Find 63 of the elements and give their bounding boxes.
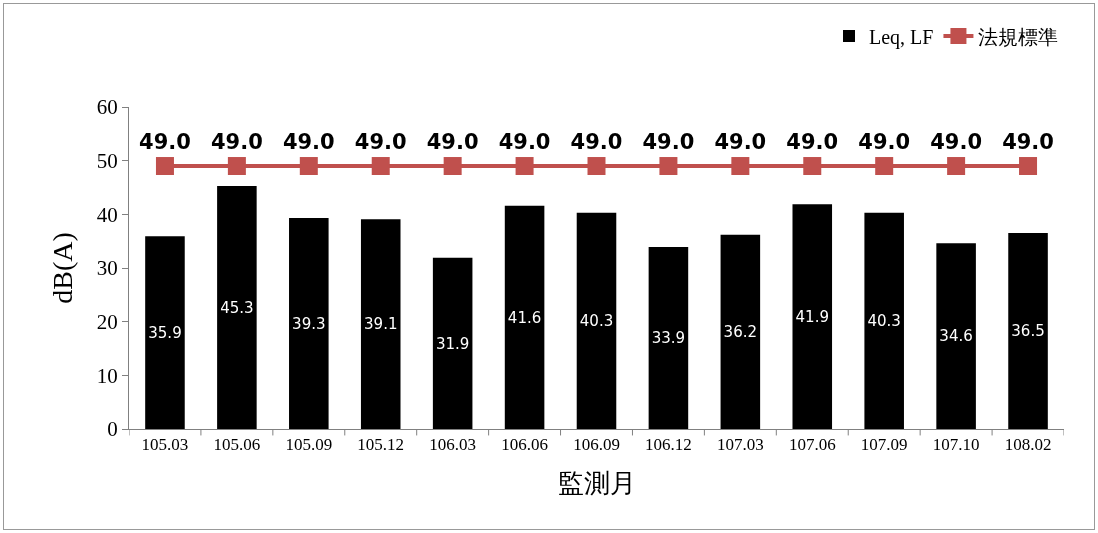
bar xyxy=(1008,233,1048,429)
data-label: 49.0 xyxy=(1002,129,1054,154)
data-label: 49.0 xyxy=(858,129,911,154)
y-tick-label: 50 xyxy=(96,149,118,174)
data-label: 41.9 xyxy=(795,307,830,326)
data-label: 36.2 xyxy=(723,323,758,342)
bar xyxy=(720,234,761,429)
x-tick-label: 106.09 xyxy=(573,435,620,455)
x-tick-label: 107.06 xyxy=(788,435,836,455)
data-label: 31.9 xyxy=(435,334,470,353)
bar xyxy=(936,243,976,429)
x-tick-label: 108.02 xyxy=(1004,435,1052,455)
data-label: 39.1 xyxy=(363,315,398,334)
bar xyxy=(576,212,617,429)
bar xyxy=(432,257,473,429)
bar xyxy=(289,218,329,429)
bar xyxy=(145,236,185,429)
data-label: 49.0 xyxy=(426,129,479,154)
x-tick-label: 106.12 xyxy=(645,435,692,455)
y-tick-label: 60 xyxy=(96,95,118,120)
data-label: 49.0 xyxy=(354,129,407,154)
x-tick-label: 105.06 xyxy=(213,435,261,455)
bar xyxy=(648,247,689,429)
data-label: 49.0 xyxy=(139,129,191,154)
legend-label: 法規標準 xyxy=(978,25,1059,48)
bar xyxy=(864,212,904,429)
data-label: 45.3 xyxy=(220,298,254,317)
y-tick-label: 40 xyxy=(96,202,118,227)
bar xyxy=(360,219,401,429)
bar xyxy=(217,185,257,429)
data-label: 41.6 xyxy=(507,308,542,327)
data-label: 49.0 xyxy=(642,129,695,154)
y-tick-label: 20 xyxy=(96,310,118,335)
data-label: 49.0 xyxy=(930,129,983,154)
data-label: 49.0 xyxy=(498,129,551,154)
data-label: 36.5 xyxy=(1011,322,1045,341)
x-tick-label: 107.10 xyxy=(932,435,980,455)
data-label: 49.0 xyxy=(210,129,263,154)
data-label: 34.6 xyxy=(939,327,973,346)
y-axis-title: dB(A) xyxy=(47,232,79,304)
y-tick-label: 0 xyxy=(107,417,118,442)
data-label: 39.3 xyxy=(292,314,326,333)
data-label: 33.9 xyxy=(651,329,686,348)
y-tick-label: 30 xyxy=(96,256,118,281)
y-tick-label: 10 xyxy=(96,363,118,388)
x-tick-label: 107.03 xyxy=(716,435,764,455)
bar xyxy=(792,204,833,429)
x-tick-label: 105.03 xyxy=(141,435,189,455)
x-tick-label: 106.06 xyxy=(501,435,548,455)
x-tick-label: 106.03 xyxy=(429,435,477,455)
bar xyxy=(504,205,545,429)
x-tick-label: 105.12 xyxy=(357,435,405,455)
data-label: 49.0 xyxy=(282,129,335,154)
data-label: 40.3 xyxy=(579,312,614,331)
x-tick-label: 107.09 xyxy=(860,435,908,455)
x-axis-title: 監測月 xyxy=(557,468,636,499)
legend-label: Leq, LF xyxy=(869,25,934,49)
data-label: 49.0 xyxy=(786,129,839,154)
data-label: 35.9 xyxy=(148,323,182,342)
data-label: 49.0 xyxy=(570,129,623,154)
data-label: 49.0 xyxy=(714,129,767,154)
data-label: 40.3 xyxy=(867,312,901,331)
x-tick-label: 105.09 xyxy=(285,435,333,455)
